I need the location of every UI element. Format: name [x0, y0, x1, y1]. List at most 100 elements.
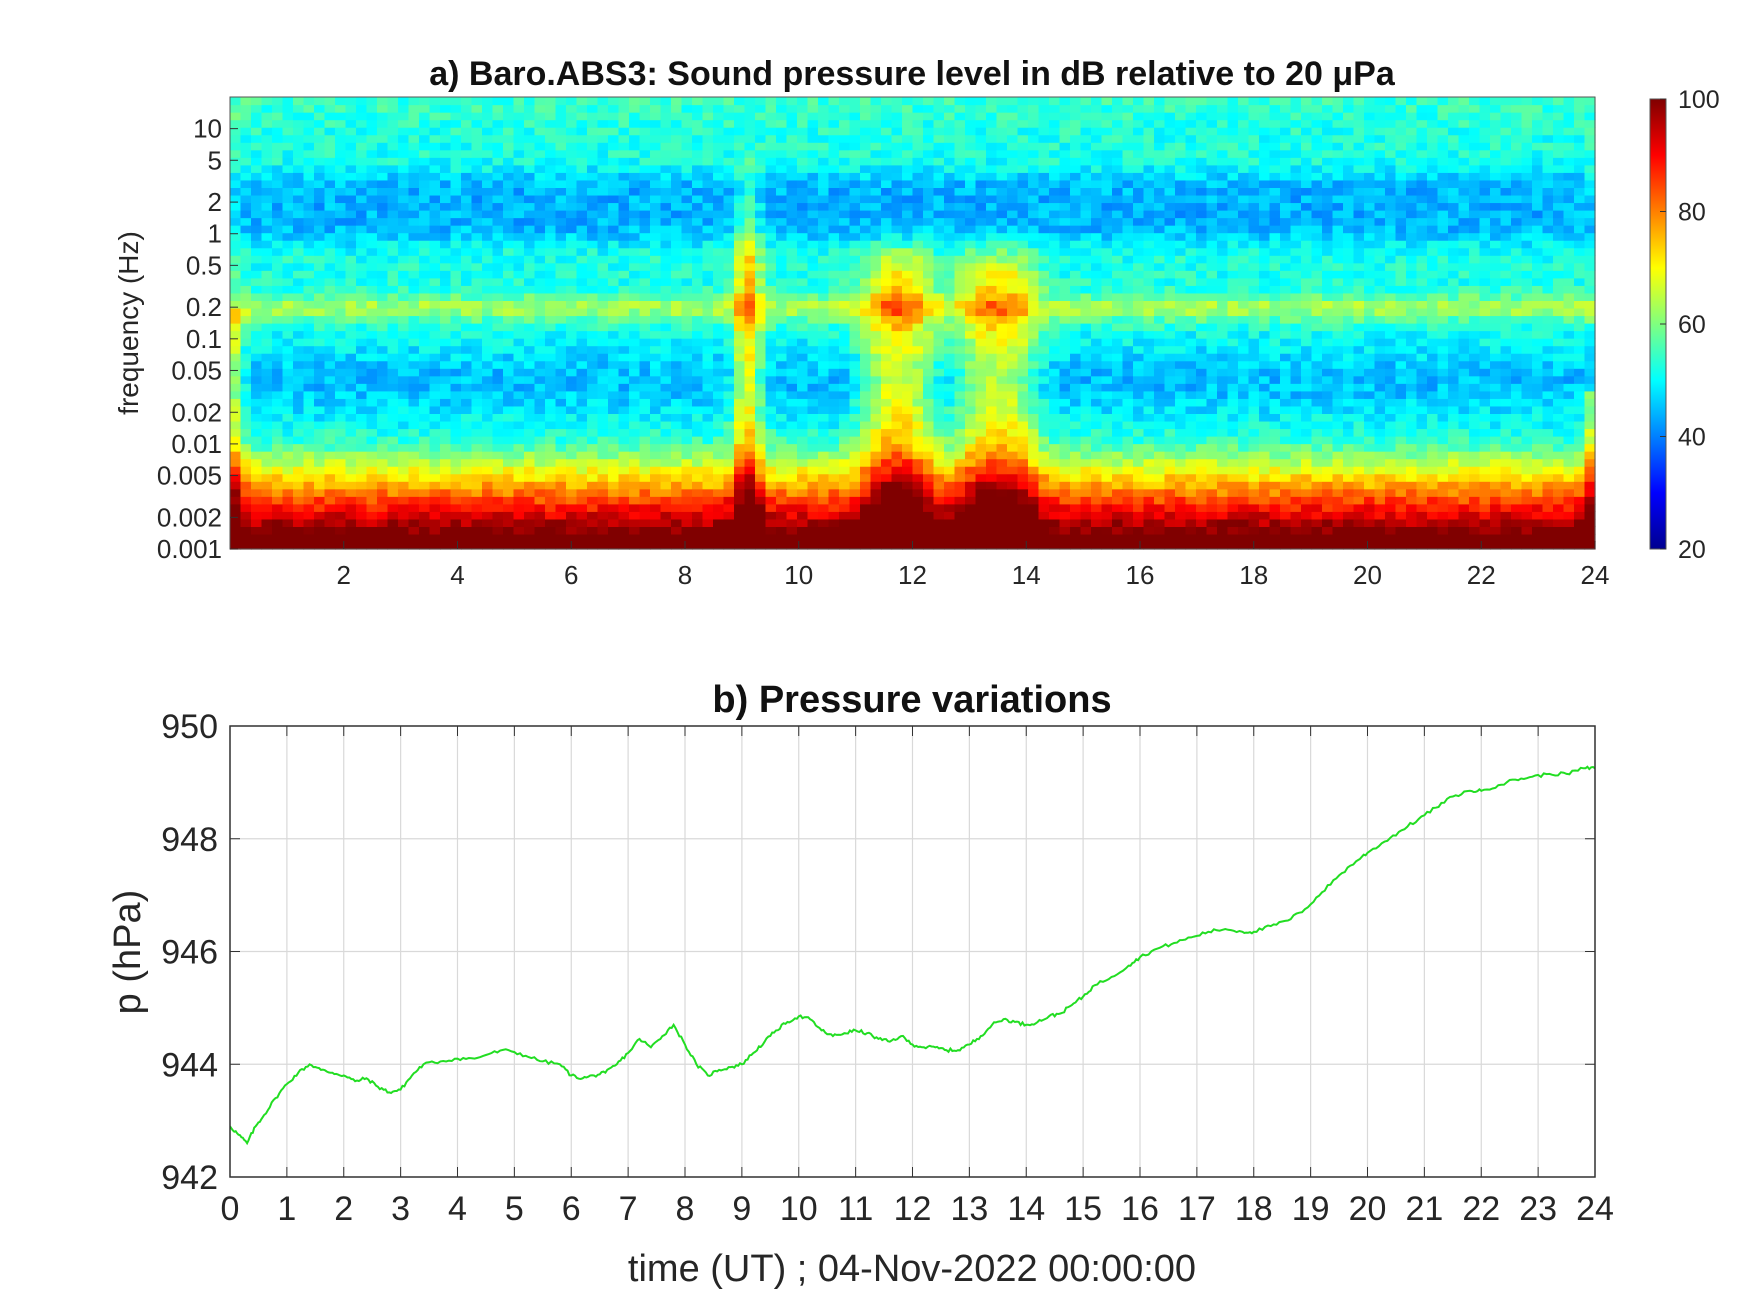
heatmap-cell: [409, 444, 420, 452]
heatmap-cell: [577, 112, 588, 120]
heatmap-cell: [997, 127, 1008, 135]
heatmap-cell: [871, 519, 882, 527]
heatmap-cell: [650, 248, 661, 256]
heatmap-cell: [325, 172, 336, 180]
heatmap-cell: [293, 383, 304, 391]
heatmap-cell: [346, 255, 357, 263]
heatmap-cell: [419, 428, 430, 436]
heatmap-cell: [871, 293, 882, 301]
heatmap-cell: [923, 195, 934, 203]
heatmap-cell: [524, 300, 535, 308]
heatmap-cell: [850, 127, 861, 135]
heatmap-cell: [1049, 293, 1060, 301]
heatmap-cell: [346, 398, 357, 406]
heatmap-cell: [986, 255, 997, 263]
heatmap-cell: [713, 338, 724, 346]
heatmap-cell: [1091, 187, 1102, 195]
heatmap-cell: [797, 444, 808, 452]
heatmap-cell: [755, 285, 766, 293]
heatmap-cell: [577, 315, 588, 323]
heatmap-cell: [1070, 496, 1081, 504]
heatmap-cell: [902, 541, 913, 549]
heatmap-cell: [976, 285, 987, 293]
heatmap-cell: [755, 270, 766, 278]
heatmap-cell: [797, 481, 808, 489]
heatmap-cell: [566, 112, 577, 120]
heatmap-cell: [923, 187, 934, 195]
heatmap-cell: [587, 240, 598, 248]
heatmap-cell: [661, 444, 672, 452]
heatmap-cell: [356, 270, 367, 278]
heatmap-cell: [913, 496, 924, 504]
heatmap-cell: [881, 474, 892, 482]
heatmap-cell: [409, 263, 420, 271]
heatmap-cell: [293, 270, 304, 278]
heatmap-cell: [482, 165, 493, 173]
heatmap-cell: [892, 323, 903, 331]
heatmap-cell: [272, 308, 283, 316]
heatmap-cell: [808, 413, 819, 421]
heatmap-cell: [1070, 255, 1081, 263]
heatmap-cell: [965, 459, 976, 467]
heatmap-cell: [724, 451, 735, 459]
heatmap-cell: [608, 496, 619, 504]
heatmap-cell: [251, 436, 262, 444]
heatmap-cell: [871, 338, 882, 346]
heatmap-cell: [440, 112, 451, 120]
heatmap-cell: [346, 150, 357, 158]
heatmap-cell: [808, 180, 819, 188]
heatmap-cell: [808, 233, 819, 241]
heatmap-cell: [976, 338, 987, 346]
heatmap-cell: [304, 398, 315, 406]
heatmap-cell: [1007, 398, 1018, 406]
heatmap-cell: [713, 496, 724, 504]
heatmap-cell: [430, 165, 441, 173]
heatmap-cell: [535, 323, 546, 331]
heatmap-cell: [1028, 157, 1039, 165]
heatmap-cell: [682, 187, 693, 195]
heatmap-cell: [503, 534, 514, 542]
heatmap-cell: [818, 541, 829, 549]
heatmap-cell: [1039, 293, 1050, 301]
heatmap-cell: [976, 323, 987, 331]
heatmap-cell: [640, 135, 651, 143]
heatmap-cell: [881, 353, 892, 361]
heatmap-cell: [356, 112, 367, 120]
heatmap-cell: [1039, 142, 1050, 150]
heatmap-cell: [335, 255, 346, 263]
heatmap-cell: [335, 233, 346, 241]
heatmap-cell: [608, 534, 619, 542]
heatmap-cell: [314, 233, 325, 241]
heatmap-cell: [619, 496, 630, 504]
heatmap-cell: [535, 526, 546, 534]
heatmap-cell: [367, 112, 378, 120]
heatmap-cell: [524, 248, 535, 256]
heatmap-cell: [703, 112, 714, 120]
heatmap-cell: [734, 504, 745, 512]
heatmap-cell: [430, 105, 441, 113]
heatmap-cell: [997, 240, 1008, 248]
heatmap-cell: [1091, 135, 1102, 143]
heatmap-cell: [314, 451, 325, 459]
heatmap-cell: [335, 218, 346, 226]
heatmap-cell: [923, 97, 934, 105]
heatmap-cell: [1049, 172, 1060, 180]
heatmap-cell: [724, 391, 735, 399]
heatmap-cell: [682, 489, 693, 497]
heatmap-cell: [1091, 541, 1102, 549]
heatmap-cell: [293, 331, 304, 339]
heatmap-cell: [262, 187, 273, 195]
heatmap-cell: [661, 391, 672, 399]
heatmap-cell: [787, 255, 798, 263]
heatmap-cell: [1102, 526, 1113, 534]
heatmap-cell: [1049, 489, 1060, 497]
heatmap-cell: [1081, 225, 1092, 233]
heatmap-cell: [766, 534, 777, 542]
heatmap-cell: [1081, 157, 1092, 165]
heatmap-cell: [818, 97, 829, 105]
heatmap-cell: [325, 233, 336, 241]
heatmap-cell: [556, 323, 567, 331]
heatmap-cell: [682, 346, 693, 354]
heatmap-cell: [745, 451, 756, 459]
heatmap-cell: [944, 353, 955, 361]
